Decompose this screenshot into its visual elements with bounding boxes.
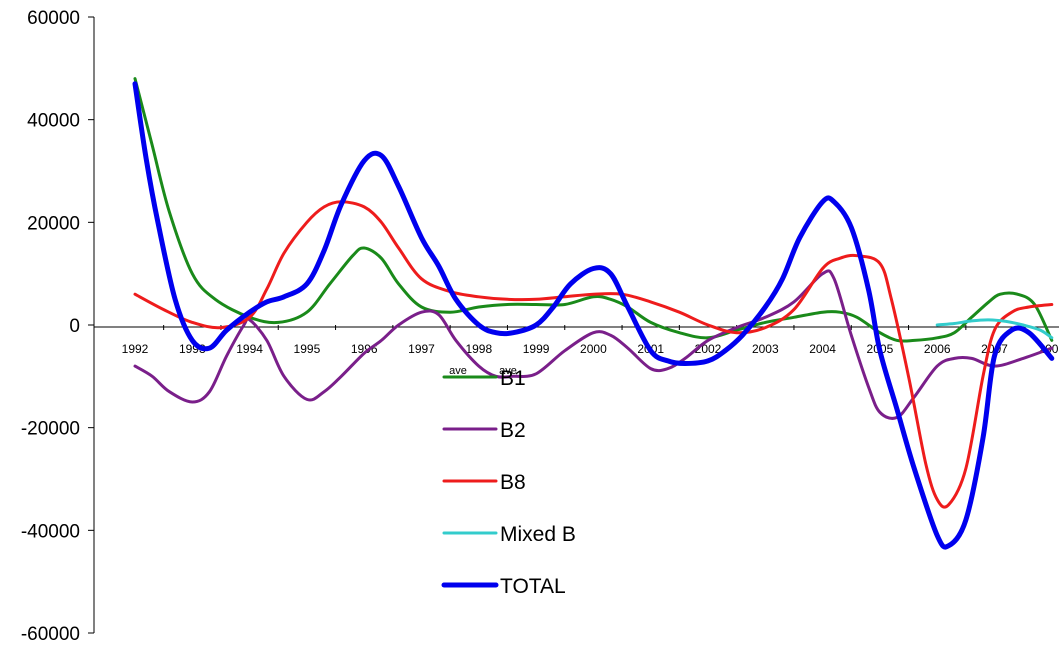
series-line-mixed-b [935,318,1054,340]
y-tick-label: 40000 [27,111,80,132]
x-tick-label: 1994 [236,342,263,356]
overlap-text: ave [449,365,467,377]
y-tick-label: 20000 [27,213,80,234]
legend-label-b1: B1 [500,367,526,390]
legend-label-b8: B8 [500,471,526,494]
x-tick-label: 1999 [523,342,550,356]
x-tick-label: 1997 [408,342,435,356]
legend-label-mixed-b: Mixed B [500,523,576,546]
x-tick-label: 2000 [580,342,607,356]
legend: B1 B2 B8 Mixed B TOTAL [441,367,576,598]
series-line-b1 [133,77,1054,343]
overlap-text: ave [499,365,517,377]
overlap-text-layer: ave ave [449,365,517,377]
y-tick-label: 60000 [27,8,80,29]
series-line-b2 [133,269,1054,420]
x-tick-label: 1995 [294,342,321,356]
y-axis: 60000 40000 20000 0 -20000 -40000 -60000 [21,8,95,645]
y-tick-label: -20000 [21,419,80,440]
x-tick-label: 2003 [752,342,779,356]
series-line-b8 [133,200,1054,509]
x-tick-label: 1992 [122,342,149,356]
x-tick-label: 1996 [351,342,378,356]
legend-label-total: TOTAL [500,575,566,598]
x-tick-label: 1998 [465,342,492,356]
y-tick-label: -60000 [21,624,80,645]
y-tick-label: 0 [69,316,80,337]
x-tick-label: 2006 [924,342,951,356]
series-line-total [132,81,1055,550]
y-tick-label: -40000 [21,521,80,542]
series-layer [132,77,1055,550]
x-tick-label: 2004 [809,342,836,356]
legend-label-b2: B2 [500,419,526,442]
